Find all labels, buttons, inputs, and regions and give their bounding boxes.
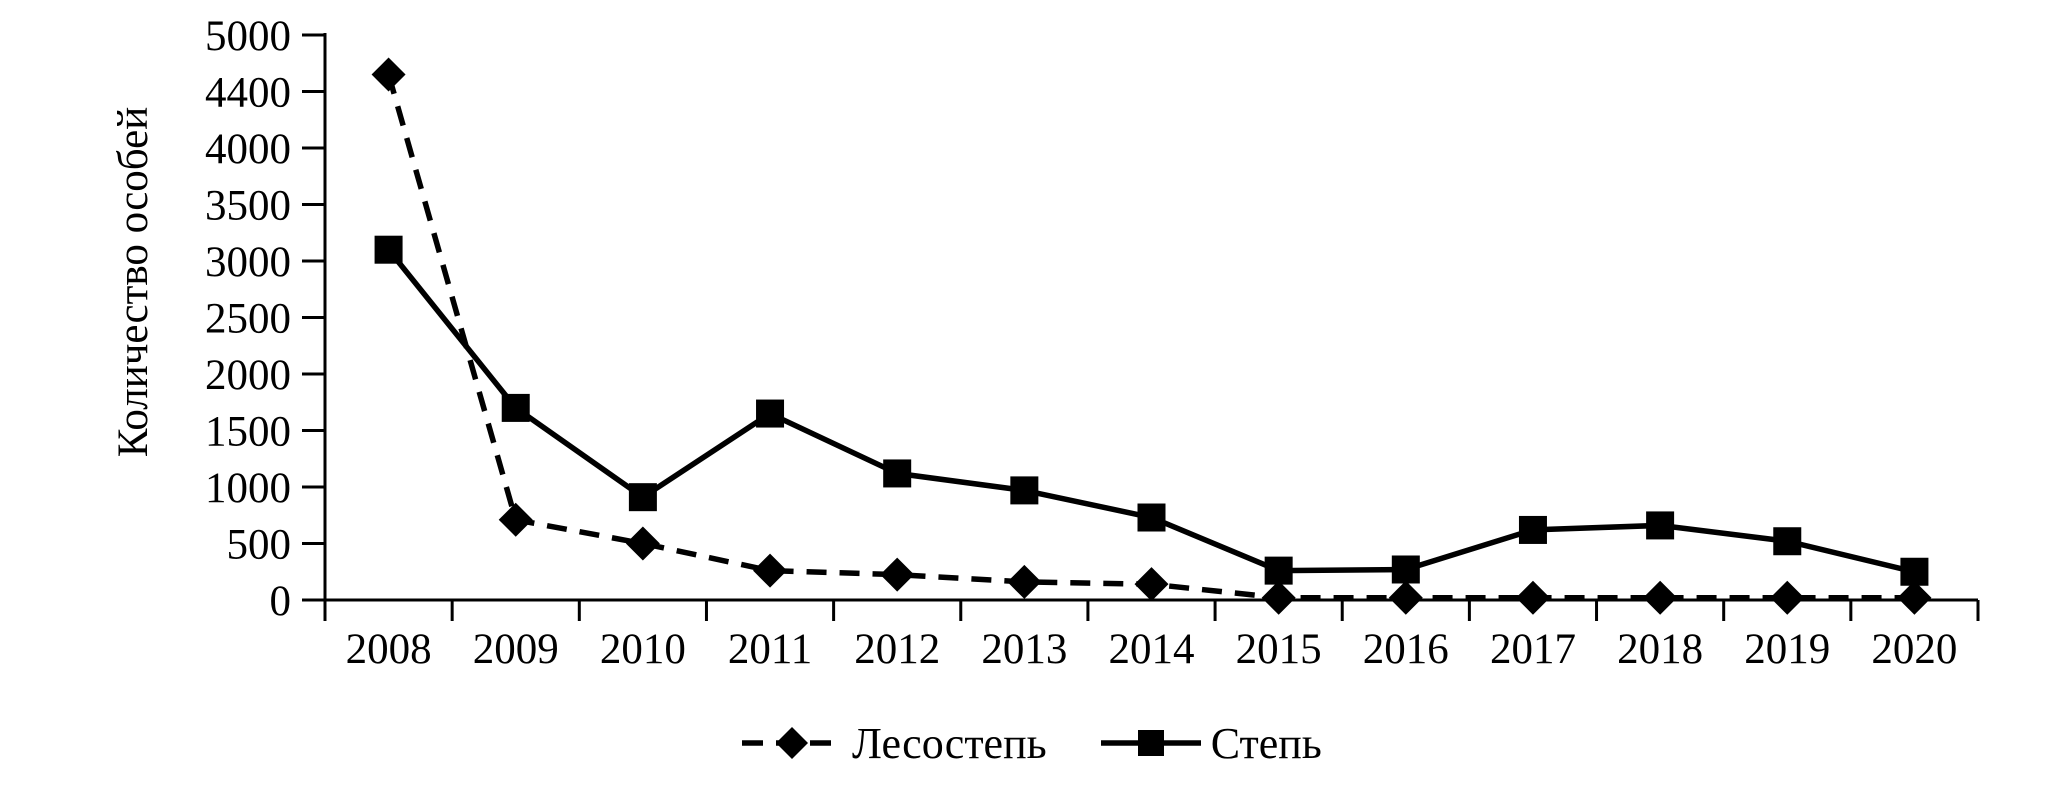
square-marker: [374, 235, 403, 264]
square-marker: [1137, 503, 1166, 532]
x-tick-label: 2011: [728, 626, 812, 673]
x-tick-label: 2014: [1109, 626, 1195, 673]
y-tick-label: 0: [270, 578, 292, 625]
chart-legend: Лесостепь Степь: [740, 712, 1322, 774]
x-tick-label: 2010: [600, 626, 686, 673]
diamond-marker: [1643, 580, 1678, 615]
square-marker: [1646, 511, 1675, 540]
diamond-marker: [625, 526, 660, 561]
square-marker: [1518, 515, 1547, 544]
diamond-marker: [1007, 564, 1042, 599]
x-tick-label: 2015: [1236, 626, 1322, 673]
y-tick-label: 3500: [205, 183, 291, 230]
y-tick-label: 1000: [205, 465, 291, 512]
square-marker-icon: [1137, 730, 1164, 756]
legend-label-step: Степь: [1210, 718, 1322, 768]
x-tick-label: 2009: [473, 626, 559, 673]
square-marker: [1264, 556, 1293, 585]
diamond-marker: [371, 57, 406, 92]
diamond-marker: [753, 553, 788, 588]
square-marker: [1900, 557, 1929, 586]
x-tick-label: 2016: [1363, 626, 1449, 673]
y-tick-label: 1500: [205, 409, 291, 456]
x-tick-label: 2018: [1617, 626, 1703, 673]
x-tick-label: 2013: [981, 626, 1067, 673]
diamond-marker: [498, 502, 533, 537]
diamond-marker: [1261, 580, 1296, 615]
y-tick-label: 2000: [205, 352, 291, 399]
y-tick-label: 4000: [205, 126, 291, 173]
square-marker: [1391, 555, 1420, 584]
legend-item-lesostep: Лесостепь: [740, 712, 1047, 774]
square-marker: [501, 393, 530, 422]
y-tick-label: 500: [227, 522, 292, 569]
y-tick-label: 3000: [205, 239, 291, 286]
x-tick-label: 2017: [1490, 626, 1576, 673]
legend-diamond-sample: [742, 727, 842, 759]
y-tick-label: 4400: [205, 70, 291, 117]
square-marker: [883, 459, 912, 488]
diamond-marker: [1388, 580, 1423, 615]
diamond-marker: [1897, 580, 1932, 615]
square-marker: [756, 399, 785, 428]
x-tick-label: 2008: [346, 626, 432, 673]
diamond-marker: [880, 557, 915, 592]
x-tick-label: 2019: [1744, 626, 1830, 673]
x-tick-label: 2020: [1871, 626, 1957, 673]
y-axis-title: Количество особей: [110, 106, 157, 458]
y-tick-label: 2500: [205, 296, 291, 343]
diamond-marker: [1770, 580, 1805, 615]
legend-item-step: Степь: [1099, 712, 1322, 774]
x-tick-label: 2012: [854, 626, 940, 673]
y-tick-label: 5000: [205, 13, 291, 60]
diamond-marker: [1515, 580, 1550, 615]
diamond-marker: [1134, 567, 1169, 602]
legend-label-lesostep: Лесостепь: [852, 718, 1047, 768]
square-marker: [1773, 527, 1802, 556]
diamond-marker-icon: [776, 727, 808, 759]
legend-square-sample: [1100, 730, 1201, 756]
square-marker: [1010, 476, 1039, 505]
square-marker: [628, 483, 657, 512]
